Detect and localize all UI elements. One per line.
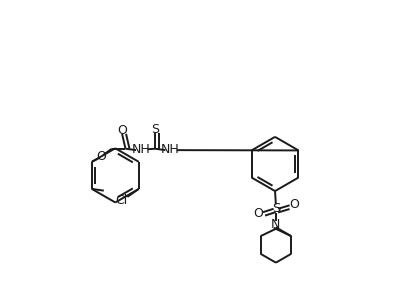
- Text: O: O: [117, 124, 127, 137]
- Text: O: O: [253, 207, 263, 220]
- Text: S: S: [272, 202, 280, 215]
- Text: Cl: Cl: [116, 194, 128, 207]
- Text: S: S: [151, 122, 159, 136]
- Text: NH: NH: [161, 143, 180, 156]
- Text: NH: NH: [132, 143, 151, 156]
- Text: N: N: [271, 218, 280, 231]
- Text: O: O: [96, 150, 106, 163]
- Text: O: O: [289, 198, 299, 211]
